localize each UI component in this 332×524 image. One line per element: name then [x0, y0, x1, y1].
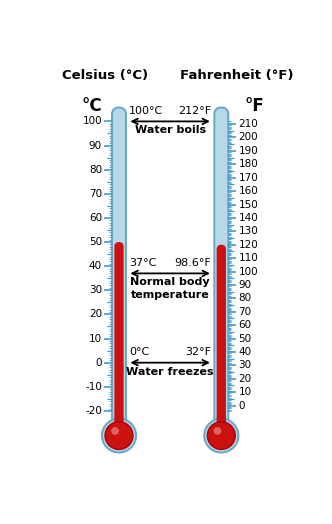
FancyBboxPatch shape [214, 107, 228, 428]
Text: 40: 40 [238, 347, 251, 357]
Text: °F: °F [245, 97, 265, 115]
Text: 190: 190 [238, 146, 258, 156]
Text: Normal body
temperature: Normal body temperature [130, 277, 210, 300]
Text: 50: 50 [89, 237, 102, 247]
FancyBboxPatch shape [114, 242, 124, 428]
Circle shape [213, 427, 221, 435]
Text: 30: 30 [89, 285, 102, 296]
Circle shape [204, 419, 238, 453]
Text: 30: 30 [238, 361, 251, 370]
FancyBboxPatch shape [217, 245, 226, 428]
Text: 130: 130 [238, 226, 258, 236]
Text: 0: 0 [96, 358, 102, 368]
Text: 100°C: 100°C [129, 106, 163, 116]
Text: 0°C: 0°C [129, 347, 149, 357]
Text: 210: 210 [238, 119, 258, 129]
Text: 20: 20 [89, 309, 102, 320]
Text: 200: 200 [238, 133, 258, 143]
Text: 90: 90 [238, 280, 251, 290]
Text: Water boils: Water boils [134, 125, 206, 135]
Text: 10: 10 [89, 334, 102, 344]
Text: 70: 70 [89, 189, 102, 199]
Text: Water freezes: Water freezes [126, 366, 214, 377]
Text: °C: °C [82, 97, 103, 115]
Text: 32°F: 32°F [185, 347, 211, 357]
Circle shape [208, 422, 235, 450]
Text: 60: 60 [238, 320, 251, 330]
Text: 10: 10 [238, 387, 251, 397]
Text: 100: 100 [238, 267, 258, 277]
Text: 50: 50 [238, 334, 251, 344]
Text: 150: 150 [238, 200, 258, 210]
Circle shape [105, 422, 133, 450]
Text: 212°F: 212°F [178, 106, 211, 116]
Text: 70: 70 [238, 307, 251, 316]
Text: 37°C: 37°C [129, 258, 156, 268]
Text: Fahrenheit (°F): Fahrenheit (°F) [180, 69, 293, 82]
Text: 40: 40 [89, 261, 102, 271]
Text: 120: 120 [238, 239, 258, 250]
Text: Celsius (°C): Celsius (°C) [62, 69, 148, 82]
Text: 60: 60 [89, 213, 102, 223]
Text: 0: 0 [238, 400, 245, 411]
Text: 98.6°F: 98.6°F [175, 258, 211, 268]
Text: 140: 140 [238, 213, 258, 223]
Text: 160: 160 [238, 186, 258, 196]
Text: 20: 20 [238, 374, 251, 384]
Text: 80: 80 [89, 165, 102, 174]
Text: 90: 90 [89, 140, 102, 150]
Circle shape [111, 427, 119, 435]
Text: 170: 170 [238, 173, 258, 183]
Text: -10: -10 [85, 382, 102, 392]
FancyBboxPatch shape [112, 107, 126, 428]
Text: -20: -20 [85, 406, 102, 416]
Text: 80: 80 [238, 293, 251, 303]
Circle shape [102, 419, 136, 453]
Text: 110: 110 [238, 253, 258, 263]
Text: 100: 100 [82, 116, 102, 126]
Text: 180: 180 [238, 159, 258, 169]
